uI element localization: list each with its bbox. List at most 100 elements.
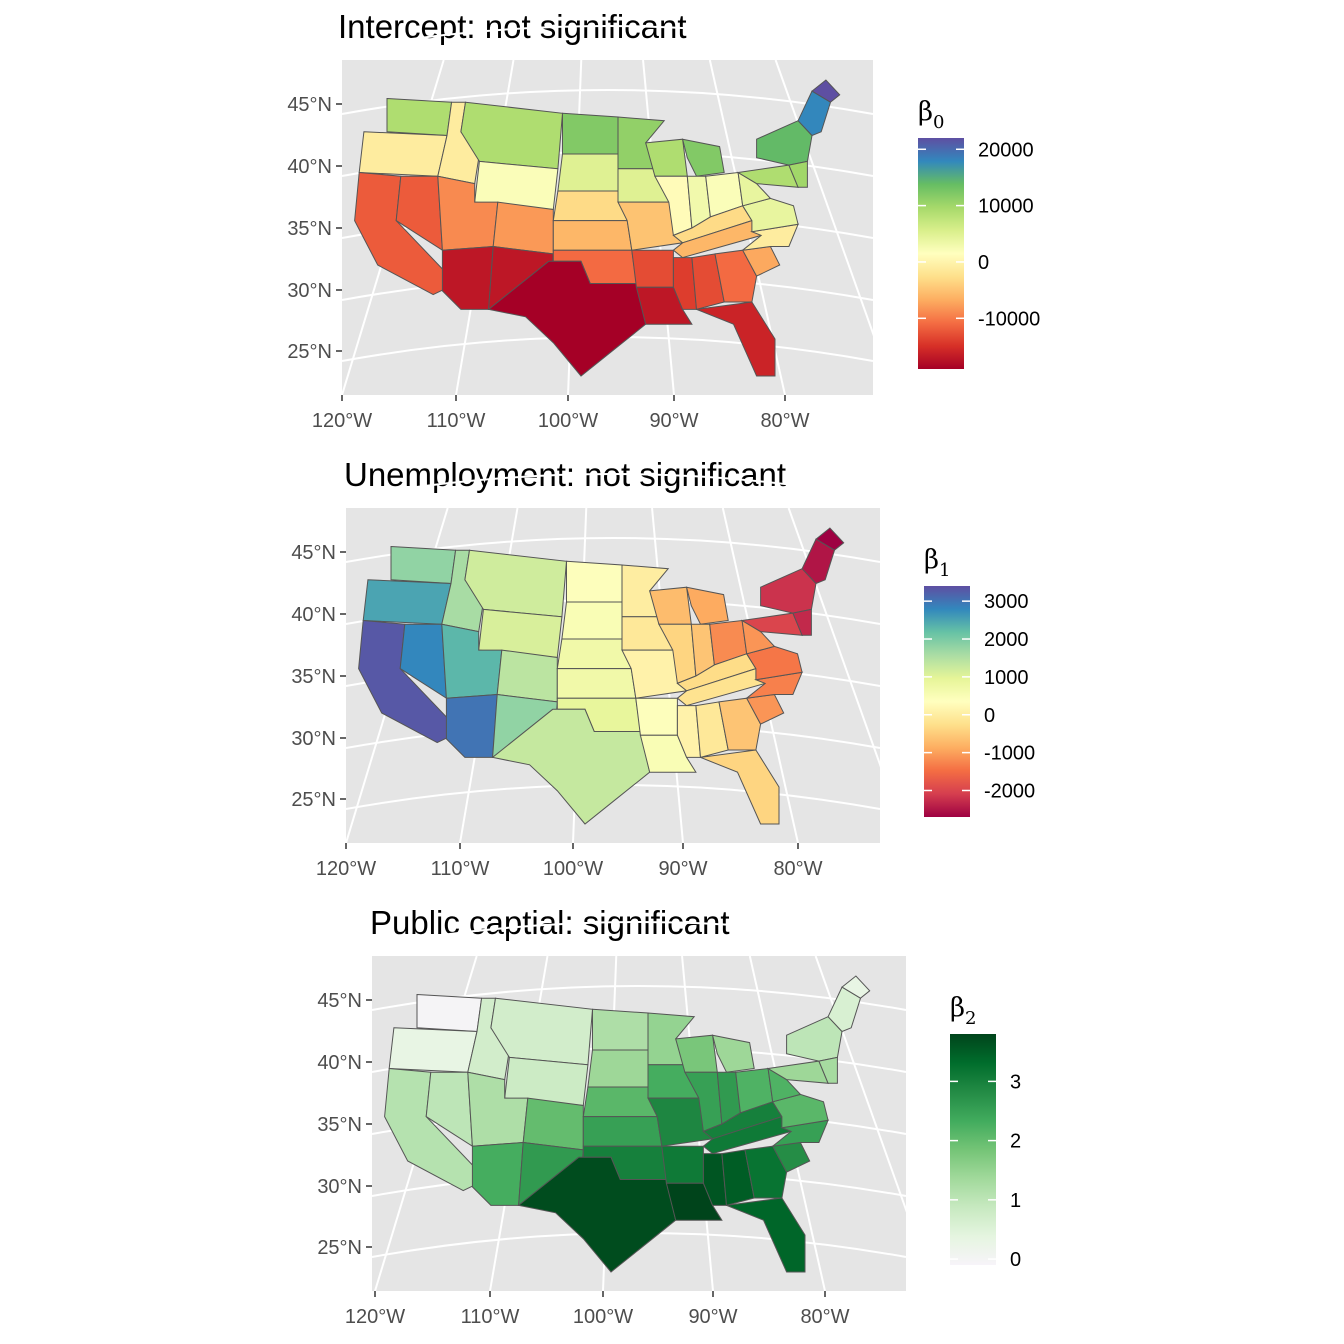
state-mo: [617, 201, 684, 251]
state-fl: [724, 1197, 806, 1273]
legend: β2 3 2 1 0: [950, 993, 1021, 1271]
legend-subscript: 1: [939, 560, 950, 581]
x-tick-label: 100°W: [573, 1306, 633, 1328]
x-tick-label: 90°W: [658, 858, 707, 880]
state-nd: [592, 1008, 649, 1051]
state-ne: [556, 638, 632, 670]
state-co: [496, 649, 558, 703]
state-ne: [552, 190, 628, 222]
y-tick-label: 25°N: [287, 341, 332, 363]
panel-public-capital: Public captial: significant 45°N 40°N 35°N…: [0, 896, 1344, 1344]
state-nd: [562, 112, 619, 155]
state-co: [492, 201, 554, 255]
state-ar: [661, 1145, 704, 1184]
state-nd: [566, 560, 623, 603]
parallel-line: [345, 473, 881, 499]
legend-tick-label: 3: [1010, 1071, 1021, 1093]
x-tick-label: 120°W: [345, 1306, 405, 1328]
panel-intercept: Intercept: not significant 45°N 40°N 35°N 3…: [0, 0, 1344, 448]
x-tick-label: 120°W: [316, 858, 376, 880]
legend-subscript: 2: [965, 1008, 976, 1029]
state-fl: [698, 749, 780, 825]
legend-tick-label: 0: [1010, 1249, 1021, 1271]
y-tick-label: 40°N: [317, 1052, 362, 1074]
state-az: [445, 693, 498, 758]
legend-tick-label: 10000: [978, 196, 1034, 218]
parallel-line: [341, 25, 874, 51]
state-sd: [561, 601, 623, 640]
states-layer: [384, 975, 871, 1273]
map-public-capital: 45°N 40°N 35°N 30°N 25°N 120°W 110°W 100°W 90°W 8…: [317, 921, 1021, 1328]
state-mi: [711, 1034, 755, 1073]
y-tick-label: 30°N: [287, 280, 332, 302]
parallel-line: [371, 921, 907, 947]
y-tick-label: 30°N: [317, 1176, 362, 1198]
map-unemployment: 45°N 40°N 35°N 30°N 25°N 120°W 110°W 100°W 90°W 8…: [291, 473, 1035, 880]
state-co: [522, 1097, 584, 1151]
state-ga: [744, 1145, 788, 1199]
legend-tick-label: 20000: [978, 139, 1034, 161]
y-tick-label: 30°N: [291, 728, 336, 750]
state-sd: [557, 153, 619, 192]
legend-title: β2: [950, 993, 976, 1029]
legend-tick-label: 0: [978, 252, 989, 274]
state-ar: [635, 697, 678, 736]
legend-colorbar: [924, 586, 970, 817]
state-nj: [788, 160, 808, 188]
meridian-line: [774, 59, 896, 396]
state-mi: [685, 586, 729, 625]
state-or: [358, 131, 448, 177]
state-fl: [694, 301, 776, 377]
x-tick-label: 110°W: [427, 410, 486, 432]
parallel-line: [341, 398, 874, 424]
state-ms: [702, 1153, 728, 1206]
state-ne-states: [801, 538, 836, 585]
state-or: [362, 579, 452, 625]
legend-tick-label: 3000: [984, 591, 1029, 613]
state-mo: [621, 649, 688, 699]
y-tick-label: 25°N: [291, 789, 336, 811]
state-sd: [587, 1049, 649, 1088]
state-wa: [390, 545, 457, 585]
x-tick-label: 100°W: [543, 858, 603, 880]
state-nj: [792, 608, 812, 636]
y-tick-label: 45°N: [291, 542, 336, 564]
x-tick-label: 80°W: [800, 1306, 849, 1328]
state-ms: [672, 257, 698, 310]
state-tx: [491, 708, 651, 825]
x-tick-label: 80°W: [760, 410, 809, 432]
state-nj: [818, 1056, 838, 1084]
state-la: [665, 1182, 723, 1221]
legend-colorbar: [950, 1034, 996, 1265]
x-tick-label: 100°W: [538, 410, 598, 432]
state-ks: [582, 1116, 663, 1147]
state-az: [441, 245, 494, 310]
state-ne: [582, 1086, 658, 1118]
y-tick-label: 35°N: [291, 666, 336, 688]
state-ga: [718, 697, 762, 751]
state-mo: [647, 1097, 714, 1147]
state-me: [811, 79, 841, 103]
legend-title: β0: [918, 97, 944, 133]
legend-tick-label: 2000: [984, 629, 1029, 651]
state-ne-states: [797, 90, 832, 137]
parallel-line: [345, 846, 881, 872]
y-tick-label: 35°N: [287, 218, 332, 240]
state-tx: [487, 260, 647, 377]
legend-subscript: 0: [933, 112, 944, 133]
state-wa: [386, 97, 453, 137]
y-tick-label: 40°N: [291, 604, 336, 626]
legend: β0 20000 10000 0 -10000: [918, 97, 1040, 369]
y-tick-label: 45°N: [317, 990, 362, 1012]
x-tick-label: 110°W: [461, 1306, 520, 1328]
state-or: [388, 1027, 478, 1073]
state-mi: [681, 138, 725, 177]
y-tick-label: 40°N: [287, 156, 332, 178]
legend-tick-label: 1000: [984, 667, 1029, 689]
x-tick-label: 120°W: [312, 410, 372, 432]
state-ms: [676, 705, 702, 758]
state-me: [841, 975, 871, 999]
state-ga: [714, 249, 758, 303]
x-tick-label: 110°W: [431, 858, 490, 880]
legend-tick-label: -2000: [984, 780, 1035, 802]
